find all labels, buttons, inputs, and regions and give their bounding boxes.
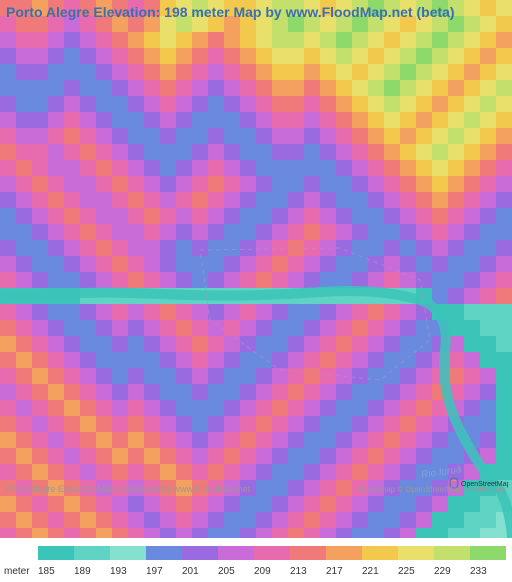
legend-segment: [470, 546, 506, 560]
legend-segment: [362, 546, 398, 560]
legend-value: 201: [182, 566, 218, 577]
legend: meter 1851891931972012052092132172212252…: [0, 538, 512, 582]
legend-value: 205: [218, 566, 254, 577]
legend-segment: [218, 546, 254, 560]
legend-segment: [146, 546, 182, 560]
legend-value: 213: [290, 566, 326, 577]
map-area: Rio Iuruá OpenStreetMap Porto Alegre Ele…: [0, 0, 512, 538]
legend-color-bar: [38, 546, 506, 560]
legend-value: 225: [398, 566, 434, 577]
attribution-left: Porto Alegre Elevation Map developed by …: [6, 484, 250, 494]
legend-segment: [110, 546, 146, 560]
legend-value: 189: [74, 566, 110, 577]
legend-value: 197: [146, 566, 182, 577]
legend-segment: [326, 546, 362, 560]
legend-segment: [254, 546, 290, 560]
legend-segment: [38, 546, 74, 560]
legend-segment: [290, 546, 326, 560]
elevation-map-container: Porto Alegre Elevation: 198 meter Map by…: [0, 0, 512, 582]
legend-value: 209: [254, 566, 290, 577]
legend-value: 193: [110, 566, 146, 577]
legend-value: 221: [362, 566, 398, 577]
legend-value: 185: [38, 566, 74, 577]
map-title: Porto Alegre Elevation: 198 meter Map by…: [6, 4, 455, 20]
legend-unit: meter: [4, 566, 30, 577]
river-overlay: [0, 0, 512, 538]
legend-segment: [434, 546, 470, 560]
legend-segment: [74, 546, 110, 560]
legend-segment: [398, 546, 434, 560]
attribution-right: Base map © OpenStreetMap contributors: [359, 485, 506, 494]
legend-value: 229: [434, 566, 470, 577]
legend-segment: [182, 546, 218, 560]
legend-value: 233: [470, 566, 506, 577]
legend-value: 217: [326, 566, 362, 577]
legend-values: 185189193197201205209213217221225229233: [38, 566, 506, 577]
